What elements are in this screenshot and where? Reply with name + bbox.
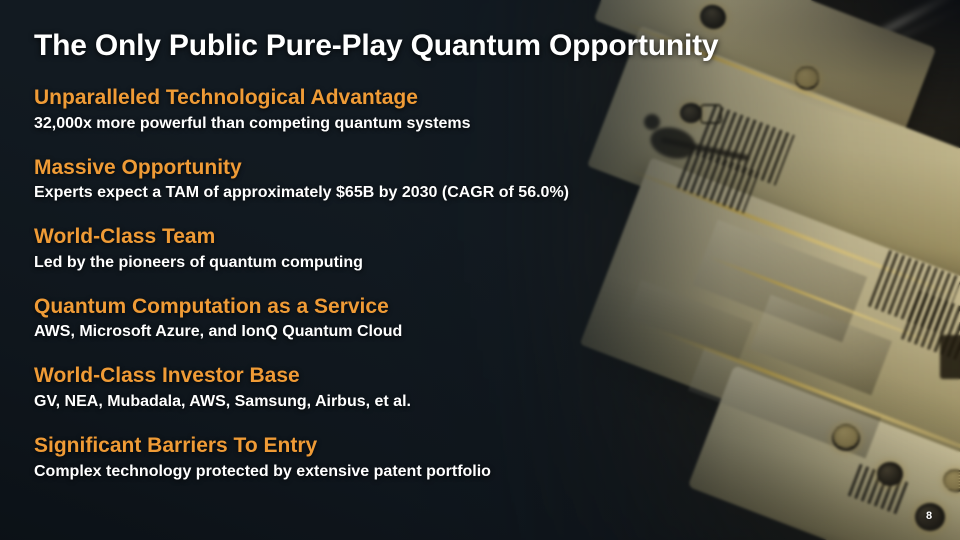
bullet-item: World-Class Investor Base GV, NEA, Mubad… <box>34 364 834 413</box>
bullet-heading: Quantum Computation as a Service <box>34 294 389 318</box>
bullet-item: Massive Opportunity Experts expect a TAM… <box>34 156 834 205</box>
bullet-list: Unparalleled Technological Advantage 32,… <box>34 86 834 482</box>
bullet-heading: Significant Barriers To Entry <box>34 433 318 457</box>
bullet-heading: Unparalleled Technological Advantage <box>34 86 418 109</box>
bullet-heading: World-Class Investor Base <box>34 364 300 388</box>
bullet-heading: Massive Opportunity <box>34 155 242 179</box>
bullet-heading: World-Class Team <box>34 225 216 249</box>
bullet-body: Experts expect a TAM of approximately $6… <box>34 184 569 202</box>
page-number: 8 <box>925 510 933 522</box>
bullet-item: Unparalleled Technological Advantage 32,… <box>34 86 834 135</box>
bullet-body: Led by the pioneers of quantum computing <box>34 253 363 271</box>
bullet-item: Significant Barriers To Entry Complex te… <box>34 434 834 483</box>
bullet-body: Complex technology protected by extensiv… <box>34 462 491 480</box>
bullet-body: GV, NEA, Mubadala, AWS, Samsung, Airbus,… <box>34 393 411 411</box>
bullet-item: Quantum Computation as a Service AWS, Mi… <box>34 295 834 344</box>
bullet-body: AWS, Microsoft Azure, and IonQ Quantum C… <box>34 323 403 341</box>
slide-title: The Only Public Pure-Play Quantum Opport… <box>34 29 719 62</box>
bullet-body: 32,000x more powerful than competing qua… <box>34 114 471 132</box>
bullet-item: World-Class Team Led by the pioneers of … <box>34 225 834 274</box>
